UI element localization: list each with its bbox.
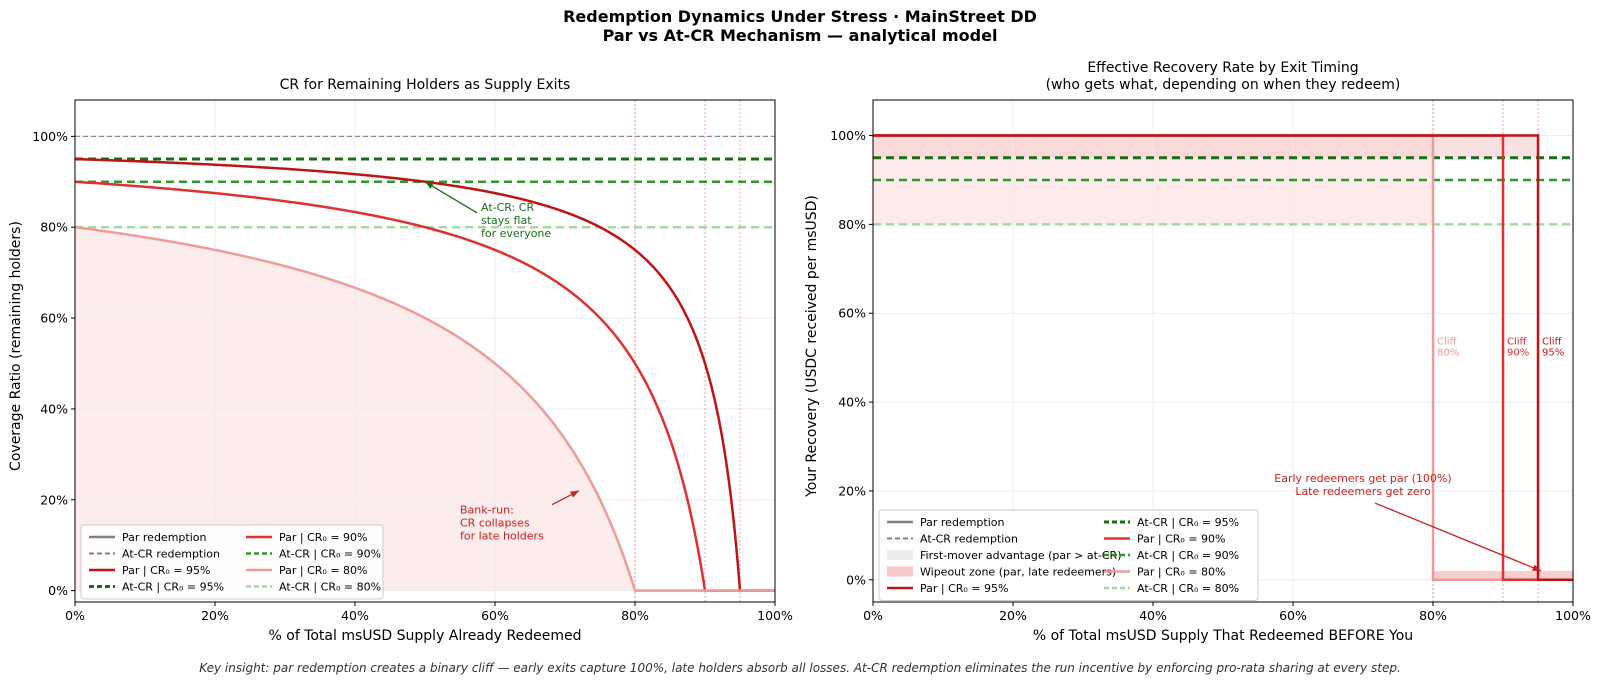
x-tick-label: 100% <box>757 608 793 623</box>
annotation-arrow-flat-head <box>425 181 434 189</box>
annotation-flat-text: stays flat <box>481 214 532 227</box>
cliff-label: Cliff <box>1542 336 1563 347</box>
legend-label: Par redemption <box>122 531 206 544</box>
x-tick-label: 60% <box>1279 608 1307 623</box>
cliff-label: Cliff <box>1507 336 1528 347</box>
x-tick-label: 0% <box>863 608 883 623</box>
y-tick-label: 0% <box>846 572 866 587</box>
legend-label: At-CR | CR₀ = 90% <box>1137 549 1239 562</box>
annotation-early-late-text: Early redeemers get par (100%) <box>1274 472 1451 485</box>
legend-label: At-CR | CR₀ = 95% <box>122 581 224 594</box>
y-tick-label: 60% <box>838 306 866 321</box>
par-curve-80 <box>74 225 775 592</box>
y-tick-label: 100% <box>32 129 68 144</box>
x-tick-label: 80% <box>1419 608 1447 623</box>
y-tick-label: 100% <box>830 128 866 143</box>
y-tick-label: 80% <box>40 220 68 235</box>
x-tick-label: 20% <box>201 608 229 623</box>
legend-label: Par redemption <box>920 516 1004 529</box>
left-chart-title: CR for Remaining Holders as Supply Exits <box>280 77 571 93</box>
cliff-label: 95% <box>1542 347 1564 358</box>
cliff-label: Cliff <box>1437 336 1458 347</box>
first-mover-shade-strong <box>873 135 1538 158</box>
legend-label: Wipeout zone (par, late redeemers) <box>920 566 1116 579</box>
x-tick-label: 100% <box>1555 608 1591 623</box>
x-tick-label: 60% <box>481 608 509 623</box>
plot-frame <box>872 99 1574 603</box>
left-x-axis-label: % of Total msUSD Supply Already Redeemed <box>269 628 582 644</box>
y-tick-label: 40% <box>40 401 68 416</box>
y-tick-label: 40% <box>838 395 866 410</box>
legend-label: At-CR redemption <box>920 533 1018 546</box>
par-curve-90 <box>74 180 775 592</box>
legend-label: At-CR | CR₀ = 80% <box>1137 582 1239 595</box>
annotation-bankrun-text: for late holders <box>460 529 544 542</box>
right-chart-subtitle: (who gets what, depending on when they r… <box>1046 77 1401 93</box>
annotation-flat-text: At-CR: CR <box>481 201 534 214</box>
y-tick-label: 0% <box>48 583 68 598</box>
x-tick-label: 40% <box>1139 608 1167 623</box>
legend-patch <box>887 550 913 560</box>
figure-subtitle: Par vs At-CR Mechanism — analytical mode… <box>603 26 998 45</box>
annotation-early-late-text: Late redeemers get zero <box>1295 485 1431 498</box>
left-y-axis-label: Coverage Ratio (remaining holders) <box>8 221 24 471</box>
cliff-label: 90% <box>1507 347 1529 358</box>
y-tick-label: 20% <box>838 483 866 498</box>
legend-label: Par | CR₀ = 95% <box>920 582 1009 595</box>
annotation-bankrun-text: CR collapses <box>460 516 530 529</box>
legend-label: Par | CR₀ = 90% <box>1137 533 1226 546</box>
cliff-label: 80% <box>1437 347 1459 358</box>
legend-box <box>80 524 384 600</box>
legend-label: Par | CR₀ = 95% <box>122 564 211 577</box>
plot-frame <box>74 99 776 603</box>
x-tick-label: 80% <box>621 608 649 623</box>
right-x-axis-label: % of Total msUSD Supply That Redeemed BE… <box>1033 628 1413 644</box>
footer-insight: Key insight: par redemption creates a bi… <box>199 661 1401 675</box>
right-chart-title: Effective Recovery Rate by Exit Timing <box>1087 60 1358 76</box>
y-tick-label: 20% <box>40 492 68 507</box>
figure-title: Redemption Dynamics Under Stress · MainS… <box>563 7 1037 26</box>
annotation-bankrun-text: Bank-run: <box>460 503 514 516</box>
legend-label: Par | CR₀ = 80% <box>1137 566 1226 579</box>
annotation-arrow-bankrun-head <box>570 490 579 498</box>
annotation-arrow-flat-shaft <box>424 181 478 214</box>
annotation-arrow-early-late-head <box>1532 564 1541 571</box>
par-curve-95 <box>74 157 775 592</box>
legend-patch <box>887 566 913 577</box>
y-tick-label: 60% <box>40 311 68 326</box>
right-y-axis-label: Your Recovery (USDC received per msUSD) <box>804 195 820 498</box>
x-tick-label: 20% <box>999 608 1027 623</box>
legend-label: At-CR | CR₀ = 90% <box>279 548 381 561</box>
legend-label: At-CR | CR₀ = 95% <box>1137 516 1239 529</box>
legend-label: At-CR redemption <box>122 548 220 561</box>
legend-label: Par | CR₀ = 80% <box>279 564 368 577</box>
par-step-95 <box>873 134 1573 582</box>
annotation-flat-text: for everyone <box>481 227 551 240</box>
annotation-arrow-early-late-shaft <box>1374 502 1542 572</box>
x-tick-label: 40% <box>341 608 369 623</box>
legend-label: Par | CR₀ = 90% <box>279 531 368 544</box>
legend-label: First-mover advantage (par > at-CR) <box>920 549 1122 562</box>
legend-label: At-CR | CR₀ = 80% <box>279 581 381 594</box>
legend-box <box>878 509 1259 601</box>
y-tick-label: 80% <box>838 217 866 232</box>
x-tick-label: 0% <box>65 608 85 623</box>
